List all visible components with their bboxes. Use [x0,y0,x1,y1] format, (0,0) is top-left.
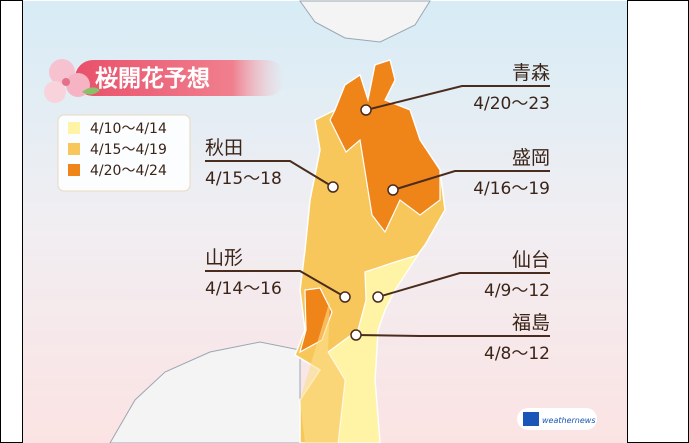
leader-line [392,170,550,191]
city-dot [350,329,362,341]
city-dates: 4/16〜19 [473,179,550,199]
leader-line [205,160,334,188]
leader-line [205,270,346,298]
city-dates: 4/14〜16 [205,279,282,299]
city-name: 秋田 [205,137,243,159]
sakura-icon [44,59,100,103]
zone-late [329,59,441,234]
city-dates: 4/9〜12 [484,281,550,301]
legend-box [57,114,191,192]
city-dates: 4/8〜12 [484,344,550,364]
zone-mid [300,300,345,443]
title: 桜開花予想 [95,66,210,92]
title-banner [75,60,285,96]
cell-right [627,0,689,443]
hokkaido [299,0,431,43]
legend-label: 4/20〜4/24 [90,163,167,179]
city-name: 青森 [512,62,550,84]
city-dot [372,291,384,303]
legend: 4/10〜4/14 4/15〜4/19 4/20〜4/24 [68,121,167,179]
city-dates: 4/15〜18 [205,169,282,189]
legend-swatch [68,164,80,176]
tohoku-map [294,59,446,443]
city-name: 盛岡 [512,147,550,169]
city-name: 福島 [512,312,550,334]
legend-swatch [68,143,80,155]
city-dot [387,184,399,196]
city-dot [327,181,339,193]
leader-line [365,85,550,111]
city-dot [360,104,372,116]
leader-line [355,334,550,337]
legend-label: 4/10〜4/14 [90,121,167,137]
logo-text: weathernews [542,416,596,425]
leader-line [377,272,550,298]
legend-swatch [68,122,80,134]
city-dot [339,291,351,303]
cell-left [0,0,23,443]
city-name: 山形 [205,247,243,269]
city-dates: 4/20〜23 [473,94,550,114]
logo-icon [523,412,539,426]
city-name: 仙台 [512,249,550,271]
legend-label: 4/15〜4/19 [90,142,167,158]
city-labels: 青森 4/20〜23 盛岡 4/16〜19 秋田 4/15〜18 山形 4/14〜16 仙台 4/… [205,62,550,364]
